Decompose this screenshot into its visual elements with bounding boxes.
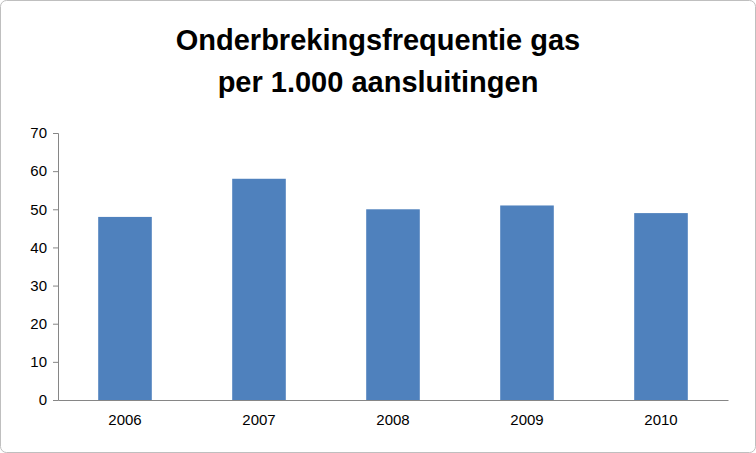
bar [98,217,152,400]
x-tick: 2010 [644,400,677,428]
y-tick: 10 [30,353,58,370]
y-tick-label: 10 [30,353,47,370]
y-tick-mark [53,324,58,325]
bar [232,179,286,400]
y-tick-label: 20 [30,315,47,332]
y-tick-mark [53,247,58,248]
chart: Onderbrekingsfrequentie gasper 1.000 aan… [0,0,756,453]
y-tick: 20 [30,315,58,332]
y-tick-mark [53,286,58,287]
y-tick: 0 [39,391,58,408]
y-tick: 60 [30,162,58,179]
y-tick-label: 60 [30,162,47,179]
x-tick-label: 2007 [242,411,275,428]
y-axis-line [53,134,59,401]
y-axis: 0 10 20 30 40 50 60 70 [30,124,58,408]
bar [500,205,554,400]
x-tick: 2006 [108,400,141,428]
x-tick-label: 2006 [108,411,141,428]
chart-title: Onderbrekingsfrequentie gasper 1.000 aan… [176,24,581,98]
x-tick-label: 2010 [644,411,677,428]
y-tick-label: 40 [30,239,47,256]
x-tick: 2007 [242,400,275,428]
chart-border [1,1,756,453]
y-tick-mark [53,400,58,401]
y-tick-label: 30 [30,277,47,294]
y-tick: 70 [30,124,58,141]
x-tick-label: 2009 [510,411,543,428]
y-tick-mark [53,362,58,363]
y-tick-label: 0 [39,391,47,408]
bars [98,179,688,400]
y-tick: 30 [30,277,58,294]
x-tick-label: 2008 [376,411,409,428]
x-tick: 2008 [376,400,409,428]
y-tick: 50 [30,201,58,218]
x-tick: 2009 [510,400,543,428]
x-axis: 2006 2007 2008 2009 2010 [59,400,729,428]
bar [634,213,688,400]
y-tick-mark [53,133,58,134]
y-tick-mark [53,209,58,210]
x-axis-line [59,400,729,401]
bar [366,209,420,400]
y-tick-label: 50 [30,201,47,218]
y-tick: 40 [30,239,58,256]
y-tick-mark [53,171,58,172]
y-tick-label: 70 [30,124,47,141]
